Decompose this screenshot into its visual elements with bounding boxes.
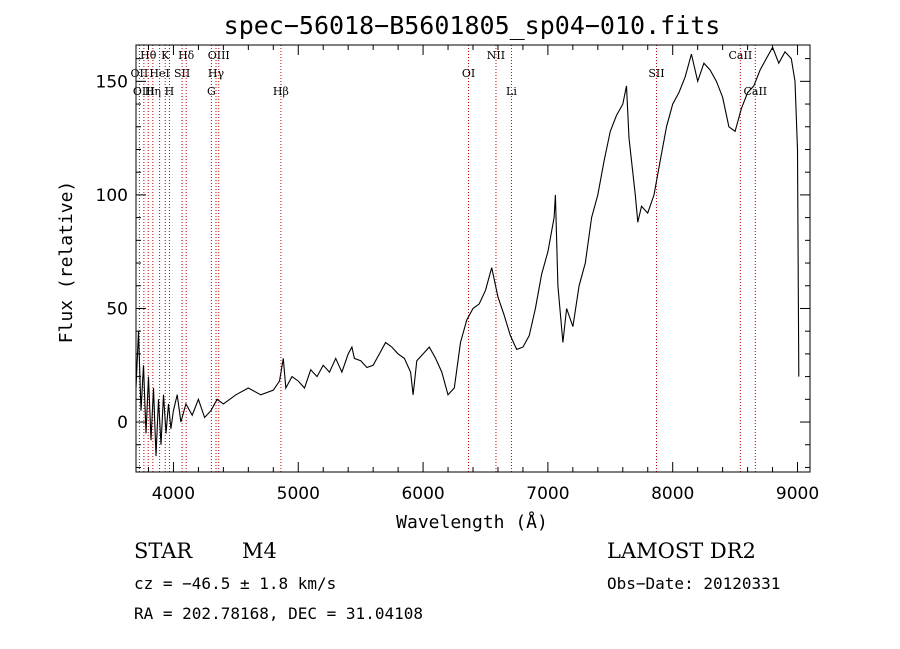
y-tick-label: 0 bbox=[117, 413, 128, 433]
x-tick-label: 7000 bbox=[526, 484, 569, 504]
x-tick-label: 5000 bbox=[277, 484, 320, 504]
x-tick-label: 6000 bbox=[401, 484, 444, 504]
y-axis-ticks: 0 50 100 150 bbox=[96, 58, 810, 468]
star-subclass: M4 bbox=[242, 539, 277, 563]
marker-label: Hγ bbox=[208, 67, 225, 80]
marker-label: OIII bbox=[208, 49, 230, 62]
marker-label: SII bbox=[174, 67, 190, 80]
coordinates: RA = 202.78168, DEC = 31.04108 bbox=[134, 604, 423, 623]
x-axis-label: Wavelength (Å) bbox=[396, 511, 548, 533]
y-tick-label: 150 bbox=[96, 72, 128, 92]
redshift-text: cz = −46.5 ± 1.8 km/s bbox=[134, 574, 336, 593]
x-tick-label: 9000 bbox=[776, 484, 819, 504]
marker-label: OI bbox=[462, 67, 475, 80]
emission-line-markers bbox=[138, 45, 756, 472]
marker-label: OII bbox=[131, 67, 149, 80]
x-tick-label: 4000 bbox=[152, 484, 195, 504]
chart-title: spec−56018−B5601805_sp04−010.fits bbox=[224, 11, 721, 40]
marker-label: HeI bbox=[149, 67, 169, 80]
x-axis-ticks: 4000 5000 6000 7000 8000 9000 bbox=[147, 45, 819, 504]
obs-date: Obs−Date: 20120331 bbox=[607, 574, 780, 593]
marker-label: Hδ bbox=[178, 49, 195, 62]
marker-label: Hβ bbox=[273, 85, 289, 98]
marker-label: OIII bbox=[133, 85, 155, 98]
marker-label: Li bbox=[506, 85, 517, 98]
marker-label: SII bbox=[648, 67, 664, 80]
marker-label: K bbox=[161, 49, 170, 62]
y-tick-label: 100 bbox=[96, 186, 128, 206]
spectrum-line bbox=[135, 46, 800, 457]
marker-label: G bbox=[207, 85, 216, 98]
spectrum-series bbox=[135, 46, 800, 457]
marker-label: Hθ bbox=[140, 49, 157, 62]
survey-name: LAMOST DR2 bbox=[607, 539, 756, 563]
y-tick-label: 50 bbox=[106, 299, 128, 319]
info-panel: STAR M4 LAMOST DR2 cz = −46.5 ± 1.8 km/s… bbox=[134, 539, 780, 623]
marker-label: Hη bbox=[145, 85, 161, 98]
marker-label: NII bbox=[487, 49, 505, 62]
x-tick-label: 8000 bbox=[651, 484, 694, 504]
plot-frame bbox=[135, 44, 811, 473]
y-axis-label: Flux (relative) bbox=[56, 181, 77, 344]
marker-label: CaII bbox=[729, 49, 753, 62]
star-class: STAR bbox=[134, 539, 193, 563]
marker-label: H bbox=[165, 85, 175, 98]
marker-label: CaII bbox=[743, 85, 767, 98]
